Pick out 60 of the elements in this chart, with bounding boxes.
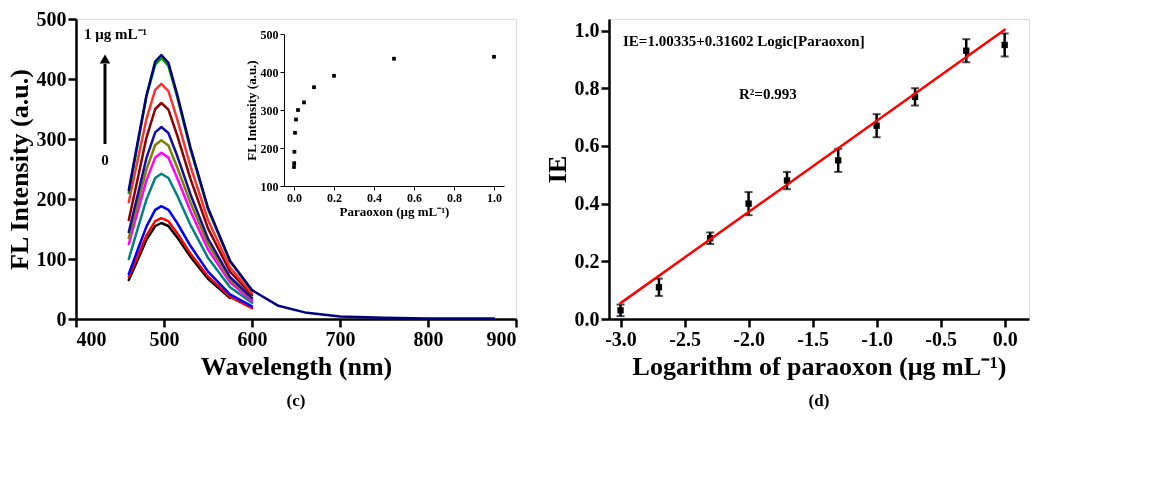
x-tick-label: 0.4 <box>367 190 382 205</box>
y-tick-label: 1.0 <box>574 19 600 42</box>
x-tick-label: 0.2 <box>327 190 342 205</box>
text: (d) <box>808 391 830 410</box>
x-tick-label: 0.0 <box>287 190 302 205</box>
y-axis-title: FL Intensity (a.u.) <box>4 69 34 270</box>
y-tick-label: 0.2 <box>574 249 600 272</box>
point <box>963 47 970 54</box>
point <box>292 161 297 166</box>
annotation: IE=1.00335+0.31602 Logic[Paraoxon] <box>623 33 865 49</box>
y-axis-title: FL Intensity (a.u.) <box>243 60 259 161</box>
x-axis-title: Paraoxon (μg mL⁻¹) <box>339 203 450 219</box>
point <box>292 165 296 169</box>
y-tick-label: 0.0 <box>574 307 600 330</box>
annotation: 1 μg mL⁻¹ <box>84 26 148 42</box>
point <box>332 73 336 78</box>
x-tick-label: 900 <box>486 327 517 350</box>
y-axis-title: IE <box>542 155 572 184</box>
text: (c) <box>286 391 306 410</box>
point <box>745 200 752 207</box>
y-tick-label: 0.8 <box>574 76 600 99</box>
x-tick-label: 400 <box>76 327 107 350</box>
point <box>1001 41 1008 49</box>
x-tick-label: -1.5 <box>797 327 829 350</box>
y-tick-label: 400 <box>36 67 67 90</box>
x-tick-label: -2.5 <box>669 327 701 350</box>
y-tick-label: 100 <box>260 179 279 194</box>
y-tick-label: 400 <box>260 65 279 80</box>
point <box>655 284 663 291</box>
point <box>296 108 300 112</box>
x-tick-label: 700 <box>325 327 356 350</box>
point <box>835 157 842 164</box>
x-tick-label: 0.8 <box>447 190 462 205</box>
annotation: R²=0.993 <box>739 86 797 102</box>
x-tick-label: -3.0 <box>605 327 637 350</box>
point <box>312 85 316 90</box>
point <box>492 54 496 59</box>
x-tick-label: 0.0 <box>992 327 1018 350</box>
point <box>293 130 297 135</box>
y-tick-label: 100 <box>36 247 67 270</box>
x-tick-label: -2.0 <box>733 327 765 350</box>
x-tick-label: -0.5 <box>925 327 957 350</box>
x-tick-label: -1.0 <box>861 327 893 350</box>
x-axis-title: Logarithm of paraoxon (μg mL⁻¹) <box>632 351 1007 381</box>
x-axis-title: Wavelength (nm) <box>200 351 393 381</box>
point <box>392 56 396 61</box>
y-tick-label: 200 <box>36 187 67 210</box>
y-tick-label: 0.6 <box>574 134 600 157</box>
annotation: 0 <box>101 152 109 168</box>
x-tick-label: 0.6 <box>407 190 422 205</box>
y-tick-label: 500 <box>260 27 279 42</box>
y-tick-label: 300 <box>36 127 67 150</box>
x-tick-label: 500 <box>149 327 180 350</box>
y-tick-label: 300 <box>260 103 279 118</box>
y-tick-label: 0 <box>56 307 67 330</box>
x-tick-label: 600 <box>237 327 268 350</box>
y-tick-label: 200 <box>260 141 279 156</box>
x-tick-label: 1.0 <box>487 190 502 205</box>
x-tick-label: 800 <box>413 327 444 350</box>
y-tick-label: 500 <box>36 7 67 30</box>
